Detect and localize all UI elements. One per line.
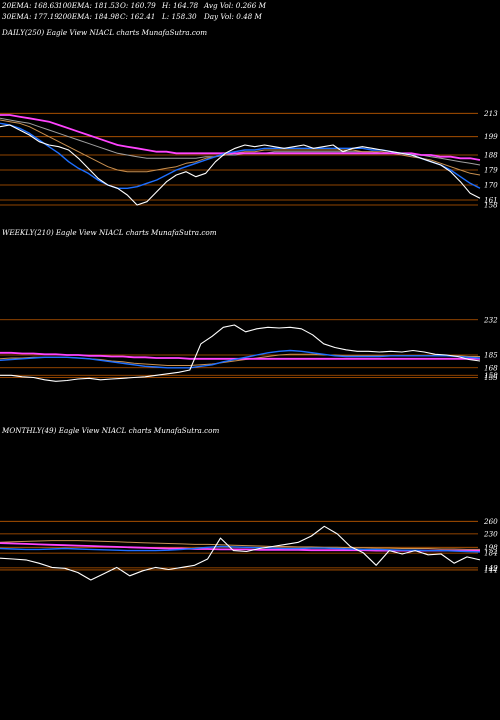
ema200-value: 200EMA: 184.98 [58,12,120,21]
y-tick-label: 184 [484,549,498,558]
ema100-value: 100EMA: 181.53 [58,1,120,10]
open-value: O: 160.79 [120,1,156,10]
high-value: H: 164.78 [162,1,199,10]
low-value: L: 158.30 [162,12,197,21]
y-tick-label: 168 [484,363,498,372]
close-value: C: 162.41 [120,12,156,21]
daily-panel-title: DAILY(250) Eagle View NIACL charts Munaf… [2,28,208,37]
y-tick-label: 185 [484,351,498,360]
weekly-price-line [0,324,481,382]
daily-ema-mid-line [0,119,481,176]
y-tick-label: 155 [484,373,498,382]
ema30-value: 30EMA: 177.19 [2,12,59,21]
y-tick-label: 213 [483,109,498,118]
y-tick-label: 144 [484,565,498,574]
daily-ema-long-line [0,117,481,166]
y-tick-label: 230 [483,529,498,538]
y-tick-label: 260 [483,517,498,526]
y-tick-label: 158 [484,371,498,380]
monthly-panel-title: MONTHLY(49) Eagle View NIACL charts Muna… [2,426,220,435]
y-tick-label: 161 [484,196,498,205]
avg-vol-value: Avg Vol: 0.266 M [204,1,266,10]
y-tick-label: 149 [484,563,498,572]
daily-price-line [0,124,481,206]
y-tick-label: 179 [484,166,498,175]
monthly-ema-short-line [0,545,481,553]
monthly-ema-mid-line [0,540,480,550]
y-tick-label: 199 [484,132,498,141]
weekly-panel-title: WEEKLY(210) Eagle View NIACL charts Muna… [2,228,217,237]
weekly-ema-short-line [0,349,481,369]
monthly-price-line [0,525,481,581]
y-tick-label: 158 [484,201,498,210]
y-tick-label: 188 [484,151,498,160]
ema20-value: 20EMA: 168.63 [2,1,59,10]
y-tick-label: 198 [484,543,498,552]
y-tick-label: 232 [483,315,498,324]
y-tick-label: 170 [484,181,498,190]
day-vol-value: Day Vol: 0.48 M [204,12,262,21]
